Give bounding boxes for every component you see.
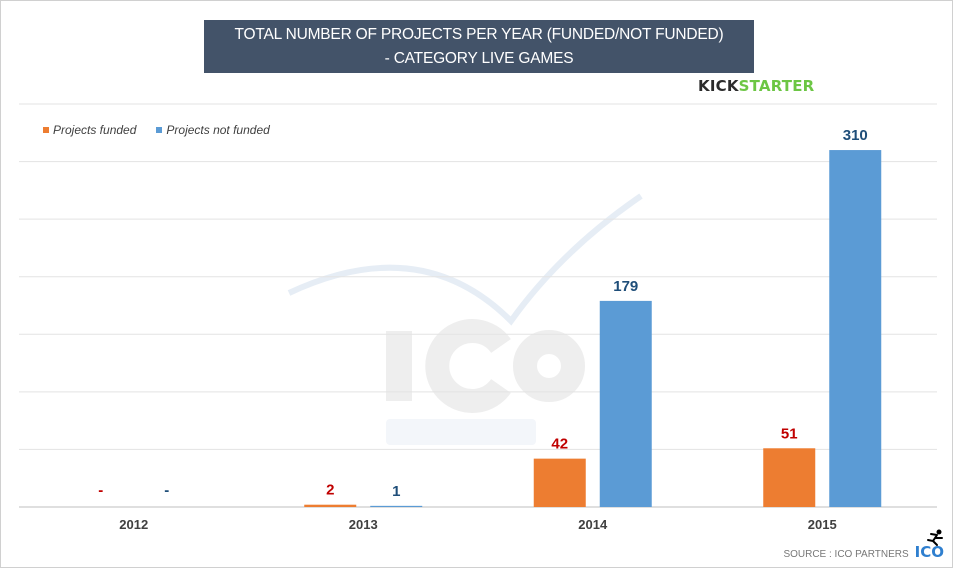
data-label: 42 [551, 436, 568, 453]
legend-label: Projects funded [53, 123, 137, 137]
legend-item-not-funded: Projects not funded [156, 123, 270, 137]
footer: SOURCE : ICO PARTNERS ICO [783, 544, 944, 561]
x-tick-label: 2014 [578, 517, 608, 532]
title-line-2: - CATEGORY LIVE GAMES [384, 50, 574, 67]
chart-title: TOTAL NUMBER OF PROJECTS PER YEAR (FUNDE… [204, 20, 754, 73]
title-line-1: TOTAL NUMBER OF PROJECTS PER YEAR (FUNDE… [234, 26, 724, 43]
kickstarter-logo: KICKSTARTER [698, 77, 814, 95]
data-label: 51 [781, 425, 798, 442]
runner-icon [927, 533, 943, 546]
x-tick-label: 2013 [349, 517, 378, 532]
bar-not-funded [829, 150, 882, 508]
runner-icon-head [936, 529, 942, 535]
data-label: - [98, 482, 103, 499]
watermark-letter-i [386, 331, 412, 401]
bar-funded [763, 448, 816, 507]
data-label: 1 [392, 483, 400, 500]
data-label: 310 [843, 127, 868, 144]
logo-part1: KICK [698, 77, 739, 95]
watermark-check [287, 193, 643, 326]
legend: Projects funded Projects not funded [43, 123, 270, 137]
data-label: - [164, 482, 169, 499]
ico-logo: ICO [914, 543, 944, 561]
source-text: SOURCE : ICO PARTNERS [783, 549, 909, 560]
watermark-partners-band [386, 419, 536, 445]
x-tick-label: 2012 [119, 517, 148, 532]
bar-not-funded [370, 505, 423, 507]
x-tick-label: 2015 [808, 517, 837, 532]
bar-not-funded [599, 300, 652, 507]
data-label: 179 [613, 278, 638, 295]
watermark-letter-c [425, 319, 511, 413]
bar-funded [304, 504, 357, 507]
legend-label: Projects not funded [166, 123, 270, 137]
bar-funded [533, 458, 586, 507]
watermark-letter-o [513, 330, 585, 402]
logo-part2: STARTER [738, 77, 815, 95]
legend-item-funded: Projects funded [43, 123, 136, 137]
data-label: 2 [326, 482, 334, 499]
